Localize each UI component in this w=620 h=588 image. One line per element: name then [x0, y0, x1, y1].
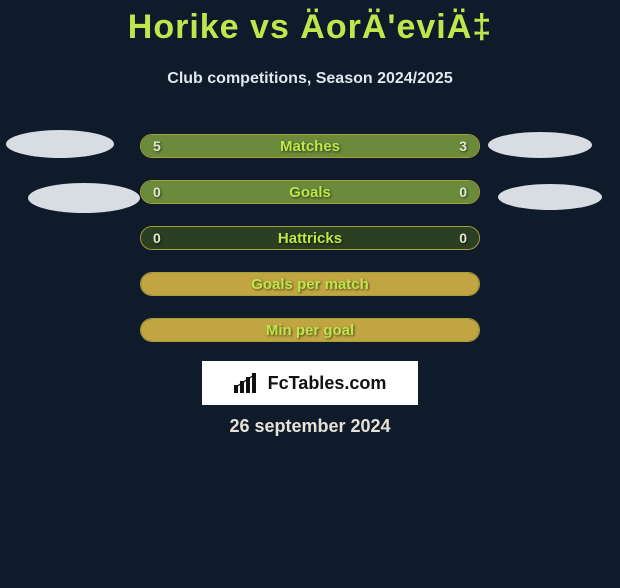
stat-row: Goals0 0	[140, 180, 480, 204]
decorative-ellipse	[488, 132, 592, 158]
stat-row-right-value: 3	[447, 135, 479, 157]
stat-row-right-value: 0	[447, 181, 479, 203]
snapshot-date: 26 september 2024	[0, 416, 620, 437]
decorative-ellipse	[498, 184, 602, 210]
stat-row-label: Matches	[141, 135, 479, 157]
stat-row-left-value: 0	[141, 181, 173, 203]
fctables-logo-text: FcTables.com	[268, 373, 387, 394]
stat-row-label: Goals per match	[141, 273, 479, 295]
fctables-logo: FcTables.com	[202, 361, 418, 405]
stat-row: Matches5 3	[140, 134, 480, 158]
stat-row-left-value: 5	[141, 135, 173, 157]
decorative-ellipse	[28, 183, 140, 213]
stat-row: Min per goal	[140, 318, 480, 342]
stat-row-left-value: 0	[141, 227, 173, 249]
comparison-title: Horike vs ÄorÄ'eviÄ‡	[0, 8, 620, 47]
comparison-subtitle: Club competitions, Season 2024/2025	[0, 70, 620, 88]
stat-row-right-value: 0	[447, 227, 479, 249]
stat-row-label: Goals	[141, 181, 479, 203]
stat-row-label: Min per goal	[141, 319, 479, 341]
bar-chart-icon	[234, 373, 262, 393]
stat-row: Goals per match	[140, 272, 480, 296]
stat-row: Hattricks0 0	[140, 226, 480, 250]
decorative-ellipse	[6, 130, 114, 158]
stat-row-label: Hattricks	[141, 227, 479, 249]
